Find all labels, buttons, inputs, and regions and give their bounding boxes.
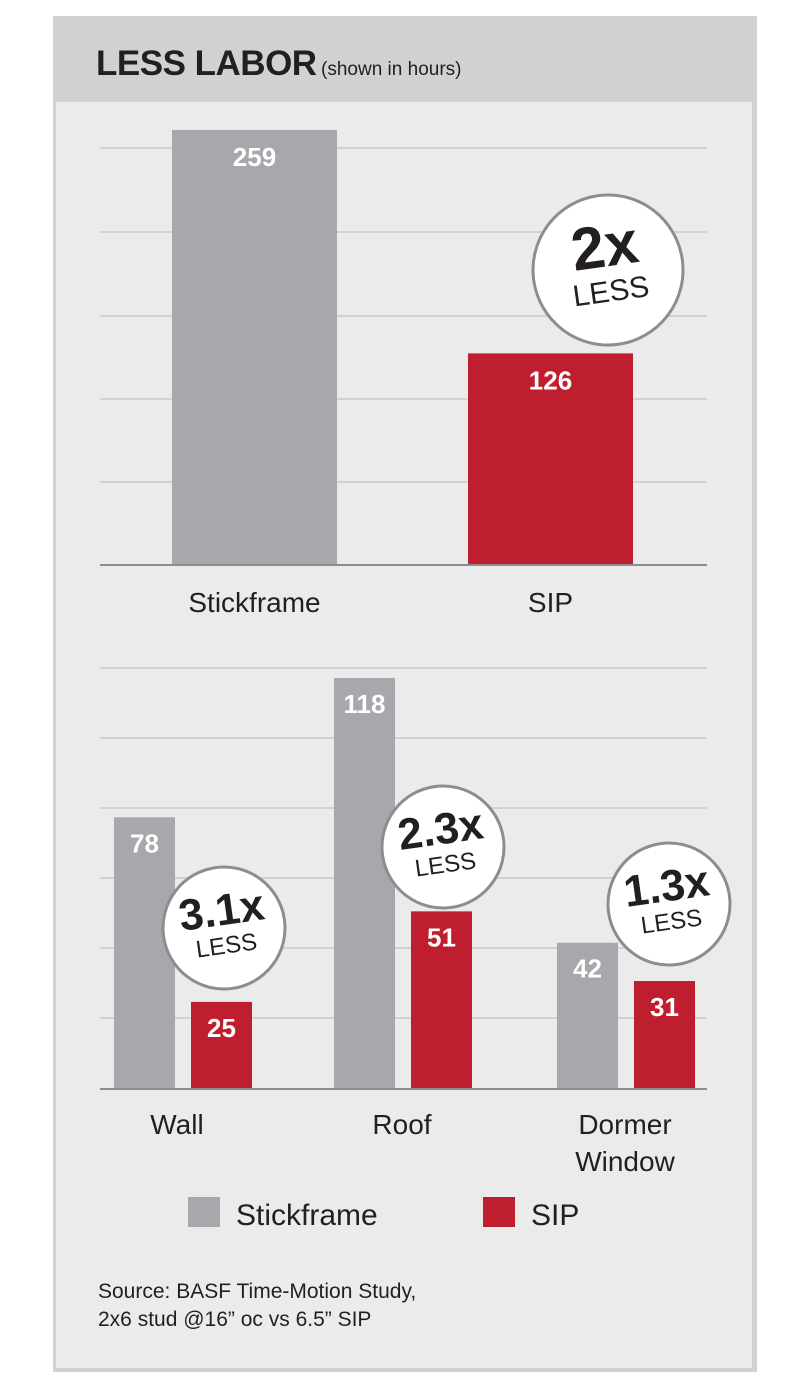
legend-label-stickframe: Stickframe (236, 1199, 378, 1232)
bar-value-label: 259 (233, 142, 276, 172)
category-label: Stickframe (188, 587, 320, 618)
badge-multiplier: 3.1x (176, 880, 268, 941)
category-label: SIP (528, 587, 573, 618)
category-label: Dormer (578, 1109, 671, 1140)
bar-stickframe-wall (114, 817, 175, 1089)
bar-value-label: 25 (207, 1013, 236, 1043)
bar-value-label: 118 (344, 689, 386, 719)
category-label: Roof (372, 1109, 431, 1140)
bar-stickframe-roof (334, 678, 395, 1089)
badge-circle (380, 784, 506, 910)
legend-swatch-sip (483, 1197, 515, 1227)
source-line-2: 2x6 stud @16” oc vs 6.5” SIP (98, 1308, 372, 1331)
badge-circle (161, 865, 287, 991)
bar-value-label: 42 (573, 954, 602, 984)
bar-value-label: 78 (130, 828, 159, 858)
bar-stickframe-dormer-window (557, 942, 618, 1089)
bar-value-label: 31 (650, 992, 679, 1022)
bar-sip (468, 353, 633, 565)
legend-swatch-stickframe (188, 1197, 220, 1227)
title-main: LESS LABOR (96, 44, 317, 83)
category-label: Wall (150, 1109, 203, 1140)
badge-multiplier: 2.3x (395, 799, 487, 860)
badge-multiplier: 2x (567, 208, 642, 284)
badge-multiplier: 1.3x (621, 856, 713, 917)
bar-stickframe (172, 130, 337, 565)
chart-title: LESS LABOR (shown in hours) (96, 44, 461, 84)
title-sub: (shown in hours) (321, 59, 462, 80)
category-label: Window (575, 1146, 675, 1177)
source-note: Source: BASF Time-Motion Study, 2x6 stud… (98, 1278, 416, 1334)
legend-label-sip: SIP (531, 1199, 579, 1232)
bar-value-label: 126 (529, 365, 572, 395)
bar-value-label: 51 (427, 922, 456, 952)
source-line-1: Source: BASF Time-Motion Study, (98, 1280, 417, 1303)
bar-sip-dormer-window (634, 981, 695, 1089)
bar-sip-roof (411, 911, 472, 1089)
badge-circle (531, 193, 685, 347)
badge-circle (606, 841, 732, 967)
bar-sip-wall (191, 1001, 252, 1089)
